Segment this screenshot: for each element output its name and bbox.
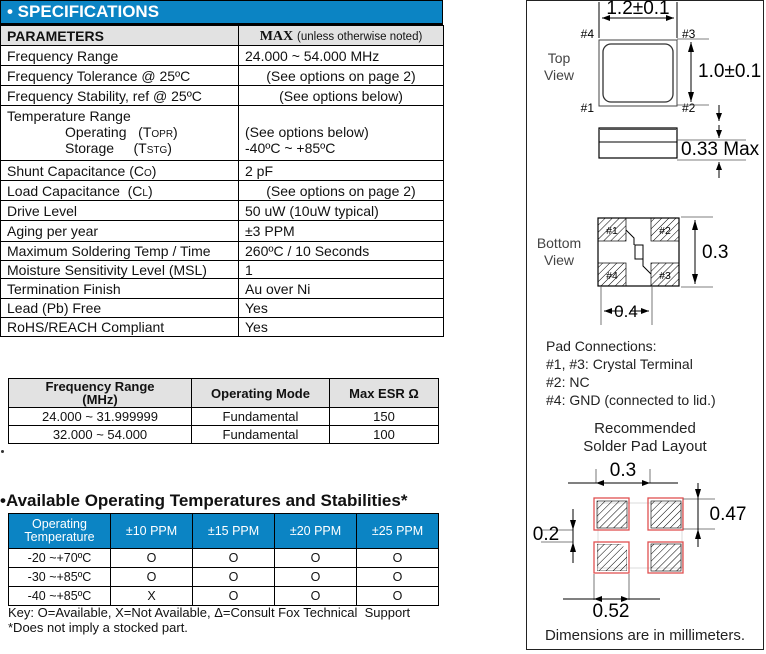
svg-text:#1: #1 bbox=[606, 225, 618, 237]
svg-text:#4: #4 bbox=[581, 27, 595, 41]
svg-text:Dimensions are in millimeters.: Dimensions are in millimeters. bbox=[545, 627, 745, 644]
svg-text:0.2: 0.2 bbox=[533, 524, 559, 545]
svg-text:0.52: 0.52 bbox=[593, 601, 630, 622]
svg-text:Top: Top bbox=[548, 50, 571, 66]
svg-text:View: View bbox=[544, 252, 575, 268]
svg-text:0.4: 0.4 bbox=[614, 302, 638, 321]
svg-text:#2: NC: #2: NC bbox=[546, 374, 590, 390]
svg-text:0.47: 0.47 bbox=[710, 504, 747, 525]
svg-text:#1: #1 bbox=[581, 101, 595, 115]
svg-text:#2: #2 bbox=[682, 101, 696, 115]
svg-text:View: View bbox=[544, 67, 575, 83]
svg-text:Solder Pad Layout: Solder Pad Layout bbox=[583, 438, 707, 455]
svg-text:#4: GND (connected to lid.): #4: GND (connected to lid.) bbox=[546, 392, 716, 408]
svg-text:1.2±0.1: 1.2±0.1 bbox=[606, 0, 669, 19]
svg-text:#2: #2 bbox=[659, 225, 671, 237]
svg-text:#3: #3 bbox=[659, 270, 671, 282]
svg-text:#4: #4 bbox=[606, 270, 618, 282]
svg-text:1.0±0.1: 1.0±0.1 bbox=[698, 61, 761, 82]
svg-text:Bottom: Bottom bbox=[537, 235, 581, 251]
svg-text:Recommended: Recommended bbox=[594, 420, 696, 437]
svg-text:Pad Connections:: Pad Connections: bbox=[546, 338, 657, 354]
svg-text:0.3: 0.3 bbox=[610, 460, 636, 481]
svg-text:0.33 Max: 0.33 Max bbox=[681, 139, 760, 160]
svg-text:#1, #3: Crystal Terminal: #1, #3: Crystal Terminal bbox=[546, 356, 693, 372]
svg-text:0.3: 0.3 bbox=[702, 242, 728, 263]
